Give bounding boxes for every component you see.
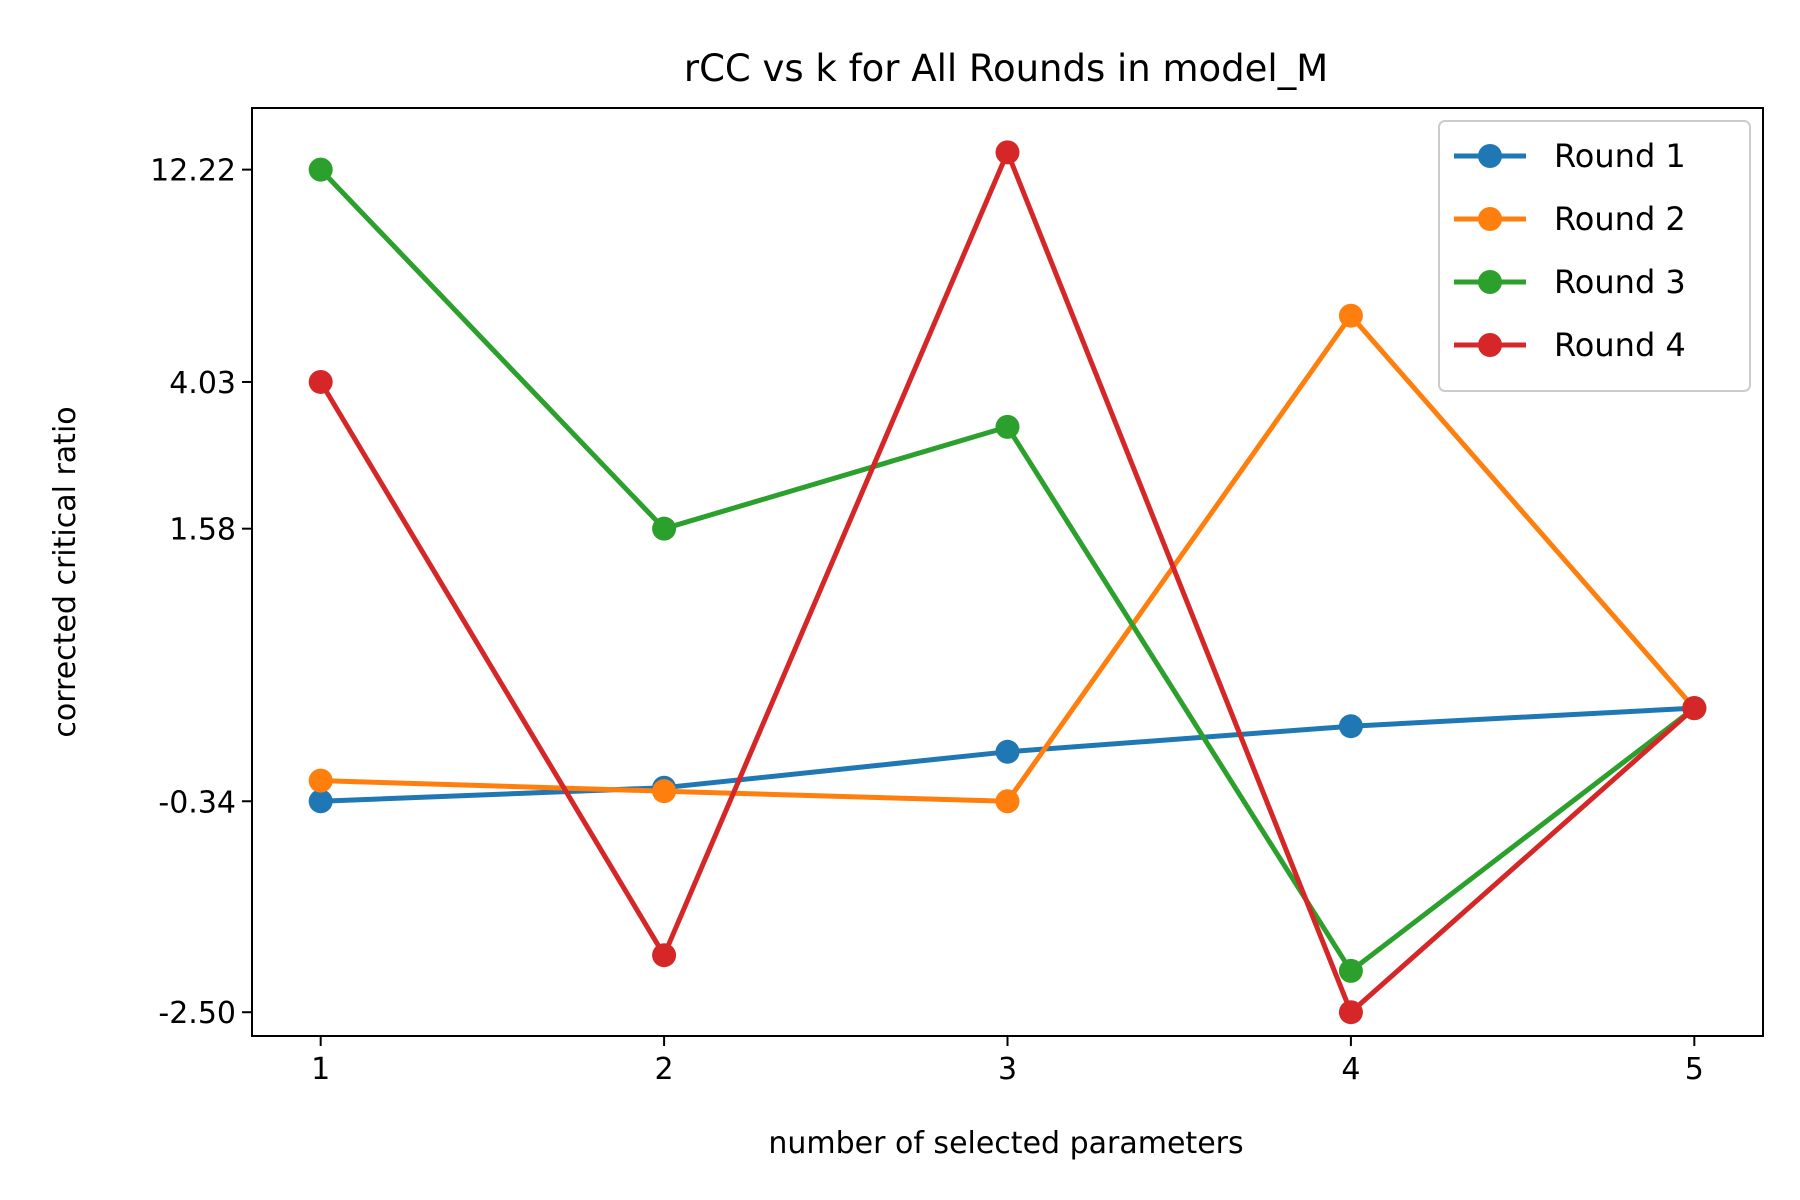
legend-swatch-marker <box>1478 207 1502 231</box>
legend-item-round-3: Round 3 <box>1454 263 1686 301</box>
legend-label: Round 3 <box>1554 263 1686 301</box>
legend-label: Round 2 <box>1554 200 1686 238</box>
legend-swatch-marker <box>1478 333 1502 357</box>
chart-title: rCC vs k for All Rounds in model_M <box>684 47 1328 90</box>
data-point-round-4 <box>1682 696 1707 721</box>
legend-item-round-1: Round 1 <box>1454 137 1686 175</box>
x-axis-title: number of selected parameters <box>768 1126 1243 1161</box>
data-point-round-3 <box>652 516 677 541</box>
y-tick-label: -0.34 <box>158 785 236 820</box>
data-point-round-1 <box>308 789 333 814</box>
data-point-round-4 <box>652 943 677 968</box>
y-tick-label: 4.03 <box>169 366 236 401</box>
x-tick-label: 3 <box>998 1052 1017 1087</box>
y-tick-label: 1.58 <box>169 513 236 548</box>
y-tick-label: -2.50 <box>158 996 236 1031</box>
legend-item-round-2: Round 2 <box>1454 200 1686 238</box>
legend-swatch-marker <box>1478 144 1502 168</box>
data-point-round-4 <box>308 369 333 394</box>
data-point-round-2 <box>308 768 333 793</box>
y-axis-title: corrected critical ratio <box>48 406 83 737</box>
data-point-round-3 <box>995 414 1020 439</box>
legend-label: Round 1 <box>1554 137 1686 175</box>
y-axis: -2.50 -0.34 1.58 4.03 12.22 <box>150 154 252 1031</box>
x-tick-label: 5 <box>1685 1052 1704 1087</box>
legend-item-round-4: Round 4 <box>1454 326 1686 364</box>
data-point-round-3 <box>1338 958 1363 983</box>
legend-box <box>1438 120 1751 392</box>
data-point-round-4 <box>1338 1000 1363 1025</box>
data-point-round-1 <box>1338 714 1363 739</box>
legend-label: Round 4 <box>1554 326 1686 364</box>
data-point-round-4 <box>995 140 1020 165</box>
data-point-round-2 <box>1338 303 1363 328</box>
plot-marks <box>308 140 1707 1025</box>
legend-swatch-marker <box>1478 270 1502 294</box>
x-tick-label: 1 <box>311 1052 330 1087</box>
x-axis: 1 2 3 4 5 <box>311 1036 1704 1087</box>
x-tick-label: 4 <box>1341 1052 1360 1087</box>
series-round-4 <box>308 140 1707 1025</box>
y-tick-label: 12.22 <box>150 154 236 189</box>
data-point-round-3 <box>308 157 333 182</box>
data-point-round-1 <box>995 739 1020 764</box>
data-point-round-2 <box>995 789 1020 814</box>
x-tick-label: 2 <box>655 1052 674 1087</box>
data-point-round-2 <box>652 779 677 804</box>
legend: Round 1 Round 2 Round 3 Round 4 <box>1438 120 1751 392</box>
